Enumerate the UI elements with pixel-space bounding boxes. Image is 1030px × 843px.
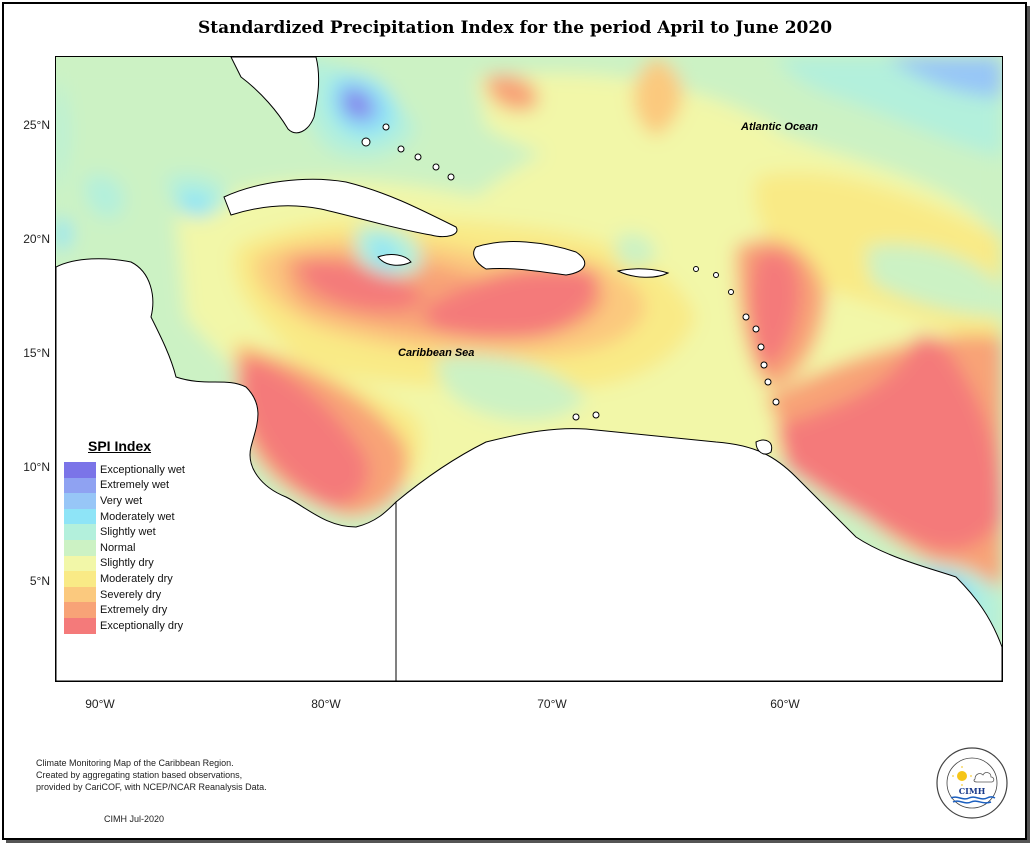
lon-label-90w: 90°W	[85, 697, 115, 711]
legend-swatch	[64, 477, 96, 494]
legend-label: Very wet	[100, 494, 143, 507]
legend-item: Exceptionally dry	[64, 617, 224, 634]
footnote-line-1: Climate Monitoring Map of the Caribbean …	[36, 758, 234, 768]
legend-swatch	[64, 617, 96, 634]
legend-swatch	[64, 524, 96, 540]
lat-label-15n: 15°N	[23, 346, 50, 360]
legend-swatch	[64, 571, 96, 587]
legend-swatch	[64, 586, 96, 603]
lat-label-10n: 10°N	[23, 460, 50, 474]
legend-swatch	[64, 493, 96, 509]
legend-swatch	[64, 508, 96, 525]
legend-swatch	[64, 462, 96, 478]
footnote-line-2: Created by aggregating station based obs…	[36, 770, 243, 780]
lat-label-20n: 20°N	[23, 232, 50, 246]
legend-item: Normal	[64, 539, 224, 556]
legend-item: Slightly dry	[64, 555, 224, 572]
caribbean-sea-label: Caribbean Sea	[398, 347, 475, 359]
legend-label: Exceptionally wet	[100, 463, 185, 476]
spi-map-canvas	[56, 57, 1002, 681]
cimh-logo-graphic: CIMH	[936, 747, 1008, 819]
lon-label-60w: 60°W	[770, 697, 800, 711]
legend-swatch	[64, 602, 96, 618]
logo-text: CIMH	[959, 786, 986, 796]
spi-field	[56, 57, 1002, 681]
legend-items: Exceptionally wet Extremely wet Very wet Mo…	[64, 462, 224, 634]
legend-label: Exceptionally dry	[100, 619, 184, 632]
legend-label: Extremely dry	[100, 604, 168, 617]
spi-legend: SPI Index Exceptionally wet Extremely wet…	[64, 438, 224, 634]
legend-label: Normal	[100, 541, 136, 554]
legend-item: Slightly wet	[64, 524, 224, 540]
legend-label: Severely dry	[100, 588, 162, 601]
legend-item: Extremely dry	[64, 602, 224, 618]
legend-label: Extremely wet	[100, 479, 170, 492]
legend-item: Severely dry	[64, 586, 224, 603]
sun-icon	[957, 771, 967, 781]
lon-label-70w: 70°W	[537, 697, 567, 711]
legend-item: Exceptionally wet	[64, 462, 224, 478]
map-title: Standardized Precipitation Index for the…	[197, 18, 833, 38]
legend-item: Extremely wet	[64, 477, 224, 494]
atlantic-ocean-label: Atlantic Ocean	[741, 121, 819, 133]
cloud-icon	[973, 772, 995, 783]
lon-label-80w: 80°W	[311, 697, 341, 711]
footnote-line-3: provided by CariCOF, with NCEP/NCAR Rean…	[36, 782, 267, 792]
legend-title: SPI Index	[88, 438, 152, 454]
spi-map: Atlantic Ocean Caribbean Sea	[55, 56, 1003, 682]
lat-label-25n: 25°N	[23, 118, 50, 132]
lat-label-5n: 5°N	[29, 574, 50, 588]
cimh-logo: CIMH	[935, 746, 1009, 820]
legend-item: Moderately dry	[64, 571, 224, 587]
credit-text: CIMH Jul-2020	[104, 814, 165, 824]
legend-item: Moderately wet	[64, 508, 224, 525]
legend-label: Slightly wet	[100, 526, 156, 539]
legend-swatch	[64, 555, 96, 572]
legend-label: Moderately dry	[100, 572, 173, 585]
land-masses	[56, 57, 1002, 681]
legend-label: Moderately wet	[100, 510, 175, 523]
footnote: Climate Monitoring Map of the Caribbean …	[36, 757, 276, 793]
legend-swatch	[64, 539, 96, 556]
legend-item: Very wet	[64, 493, 224, 509]
legend-label: Slightly dry	[100, 557, 154, 570]
